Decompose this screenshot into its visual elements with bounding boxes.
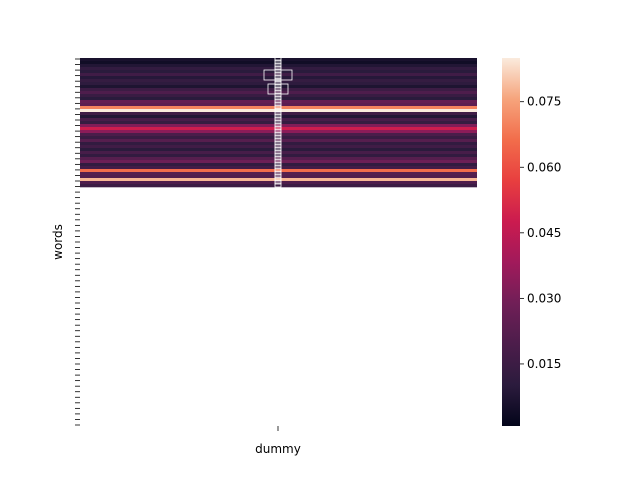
cell-annotation-glyph xyxy=(274,56,282,62)
cell-annotation-glyph xyxy=(274,86,282,92)
colorbar-tick-label: 0.060 xyxy=(527,160,561,174)
colorbar-tick-label: 0.045 xyxy=(527,226,561,240)
cell-annotation-glyph xyxy=(274,71,282,77)
cell-annotation-glyph xyxy=(274,59,282,65)
cell-annotation-glyph xyxy=(274,137,282,143)
cell-annotation-glyph xyxy=(274,158,282,164)
cell-annotation-glyph xyxy=(274,95,282,101)
cell-annotation-glyph xyxy=(274,128,282,134)
colorbar-ticks: 0.015 0.030 0.045 0.060 0.075 xyxy=(520,95,561,371)
colorbar-tick-label: 0.030 xyxy=(527,291,561,305)
cell-annotation-glyph xyxy=(274,134,282,140)
cell-annotation-glyph xyxy=(274,170,282,176)
cell-annotation-glyph xyxy=(274,182,282,188)
cell-annotation-glyph xyxy=(274,107,282,113)
colorbar-tick-label: 0.015 xyxy=(527,357,561,371)
heatmap-cell xyxy=(80,184,477,188)
cell-annotation-glyph xyxy=(274,113,282,119)
cell-annotation-glyph xyxy=(267,83,289,95)
cell-annotation-glyph xyxy=(274,119,282,125)
cell-annotation-glyph xyxy=(263,69,293,81)
cell-annotation-glyph xyxy=(274,164,282,170)
cell-annotation-glyph xyxy=(274,143,282,149)
cell-annotation-glyph xyxy=(274,152,282,158)
cell-annotation-glyph xyxy=(274,104,282,110)
cell-annotation-glyph xyxy=(274,110,282,116)
colorbar-tick-label: 0.075 xyxy=(527,95,561,109)
cell-annotation-glyph xyxy=(274,140,282,146)
cell-annotation-glyph xyxy=(274,167,282,173)
y-axis-label: words xyxy=(51,224,65,260)
x-axis-label: dummy xyxy=(255,442,301,456)
cell-annotations xyxy=(263,56,293,188)
cell-annotation-glyph xyxy=(274,155,282,161)
cell-annotation-glyph xyxy=(274,146,282,152)
cell-annotation-glyph xyxy=(274,122,282,128)
cell-annotation-glyph xyxy=(274,179,282,185)
cell-annotation-glyph xyxy=(274,62,282,68)
cell-annotation-glyph xyxy=(274,131,282,137)
cell-annotation-glyph xyxy=(274,92,282,98)
cell-annotation-glyph xyxy=(274,98,282,104)
cell-annotation-glyph xyxy=(274,74,282,80)
cell-annotation-glyph xyxy=(274,173,282,179)
cell-annotation-glyph xyxy=(274,116,282,122)
cell-annotation-glyph xyxy=(274,125,282,131)
cell-annotation-glyph xyxy=(274,149,282,155)
cell-annotation-glyph xyxy=(274,101,282,107)
cell-annotation-glyph xyxy=(274,161,282,167)
cell-annotation-glyph xyxy=(274,176,282,182)
cell-annotation-glyph xyxy=(274,68,282,74)
colorbar xyxy=(502,58,520,426)
y-axis-ticks xyxy=(75,58,80,426)
cell-annotation-glyph xyxy=(274,80,282,86)
